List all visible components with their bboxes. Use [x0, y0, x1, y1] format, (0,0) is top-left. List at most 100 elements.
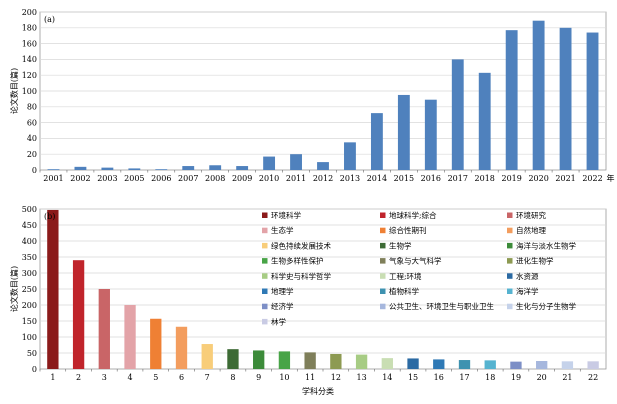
bar — [72, 260, 85, 369]
legend-swatch — [507, 258, 513, 264]
bar — [209, 165, 222, 170]
bar — [505, 30, 518, 171]
y-tick-label: 180 — [22, 24, 37, 33]
bar — [484, 360, 496, 369]
x-tick-label: 2020 — [528, 174, 548, 183]
bar — [424, 99, 437, 170]
bar — [397, 94, 410, 170]
legend-swatch — [262, 242, 268, 249]
y-tick-label: 250 — [22, 285, 37, 294]
y-ticks-b: 0 50 100 150 200 250 300 350 400 450 500 — [22, 205, 37, 374]
x-tick-label: 2008 — [205, 174, 225, 183]
legend-swatch — [262, 318, 268, 325]
bar — [101, 167, 114, 170]
legend-swatch — [380, 242, 386, 249]
panel-label-a: (a) — [44, 15, 55, 24]
legend-swatch — [262, 288, 268, 294]
legend-label: 工程;环境 — [389, 271, 422, 281]
bar — [478, 72, 491, 170]
y-axis-label-a: 论文数目(篇) — [9, 68, 19, 114]
x-tick-label: 13 — [356, 373, 366, 382]
y-tick-label: 100 — [22, 87, 37, 96]
y-tick-label: 450 — [22, 221, 37, 230]
y-tick-label: 0 — [32, 166, 37, 175]
x-tick-label: 2006 — [151, 174, 171, 183]
bar — [155, 169, 168, 170]
y-tick-label: 200 — [22, 301, 37, 310]
bar — [124, 305, 136, 369]
bar — [458, 360, 471, 369]
legend-label: 气象与大气科学 — [389, 256, 442, 266]
chart-a: 0 20 40 60 80 100 120 140 160 180 200 2001 2002 2003… — [9, 8, 615, 183]
bar — [532, 20, 545, 170]
y-ticks-a: 0 20 40 60 80 100 120 140 160 180 200 — [22, 8, 37, 175]
x-tick-label: 2015 — [394, 174, 414, 183]
bar — [370, 113, 383, 170]
y-tick-label: 0 — [32, 365, 37, 374]
legend-label: 海洋与淡水生物学 — [516, 240, 576, 250]
x-tick-label: 2019 — [501, 174, 521, 183]
legend-label: 海洋学 — [516, 286, 539, 296]
bar — [236, 166, 249, 170]
bar — [227, 349, 239, 369]
bar — [74, 166, 87, 170]
x-tick-label: 2002 — [70, 174, 90, 183]
x-tick-label: 3 — [102, 373, 107, 382]
y-tick-label: 150 — [22, 317, 37, 326]
legend-swatch — [507, 273, 513, 279]
y-tick-label: 40 — [27, 134, 37, 143]
y-axis-label-b: 论文数目(篇) — [9, 266, 19, 312]
legend-swatch — [380, 288, 386, 294]
x-ticks-a: 2001 2002 2003 2005 2006 2007 2008 2009 2010 2011… — [39, 170, 615, 183]
y-tick-label: 120 — [22, 71, 37, 80]
bar — [304, 352, 316, 369]
x-tick-label: 2021 — [555, 174, 575, 183]
y-tick-label: 160 — [22, 39, 37, 48]
bars-b — [47, 209, 599, 369]
legend-swatch — [380, 212, 386, 218]
bar — [175, 326, 188, 369]
x-tick-label: 22 — [588, 373, 598, 382]
legend-label: 生物多样性保护 — [271, 256, 324, 266]
bar — [98, 289, 110, 369]
x-tick-label: 8 — [230, 373, 235, 382]
x-tick-label: 9 — [256, 373, 261, 382]
y-tick-label: 400 — [22, 237, 37, 246]
y-tick-label: 20 — [27, 150, 37, 159]
legend-swatch — [507, 303, 513, 310]
bars-a — [47, 20, 599, 171]
bar — [407, 358, 419, 369]
x-tick-label: 2022 — [582, 174, 602, 183]
x-tick-label: 2003 — [97, 174, 117, 183]
legend-label: 地球科学;综合 — [389, 210, 437, 220]
y-tick-label: 100 — [22, 333, 37, 342]
legend-label: 公共卫生、环境卫生与职业卫生 — [389, 301, 494, 311]
legend-label: 环境科学 — [271, 210, 301, 220]
legend-swatch — [380, 258, 386, 264]
x-tick-label: 2 — [76, 373, 81, 382]
x-axis-label-b: 学科分类 — [302, 386, 334, 396]
bar — [47, 169, 60, 170]
bar — [586, 32, 599, 170]
x-tick-label: 12 — [331, 373, 341, 382]
x-tick-label: 18 — [485, 373, 495, 382]
bar — [344, 142, 356, 170]
bar — [510, 361, 522, 369]
bar — [290, 154, 302, 170]
x-tick-label: 5 — [153, 373, 158, 382]
x-axis-suffix: 年 — [607, 173, 615, 183]
bar — [381, 358, 393, 369]
legend-swatch — [507, 212, 513, 218]
legend-swatch — [380, 273, 386, 279]
x-tick-label: 11 — [305, 373, 315, 382]
x-tick-label: 6 — [179, 373, 184, 382]
legend-swatch — [262, 273, 268, 279]
y-tick-label: 300 — [22, 269, 37, 278]
bar — [587, 361, 599, 369]
y-tick-label: 140 — [22, 55, 37, 64]
x-tick-label: 14 — [382, 373, 392, 382]
x-tick-label: 2018 — [475, 174, 495, 183]
legend-label: 科学史与科学哲学 — [271, 271, 331, 281]
